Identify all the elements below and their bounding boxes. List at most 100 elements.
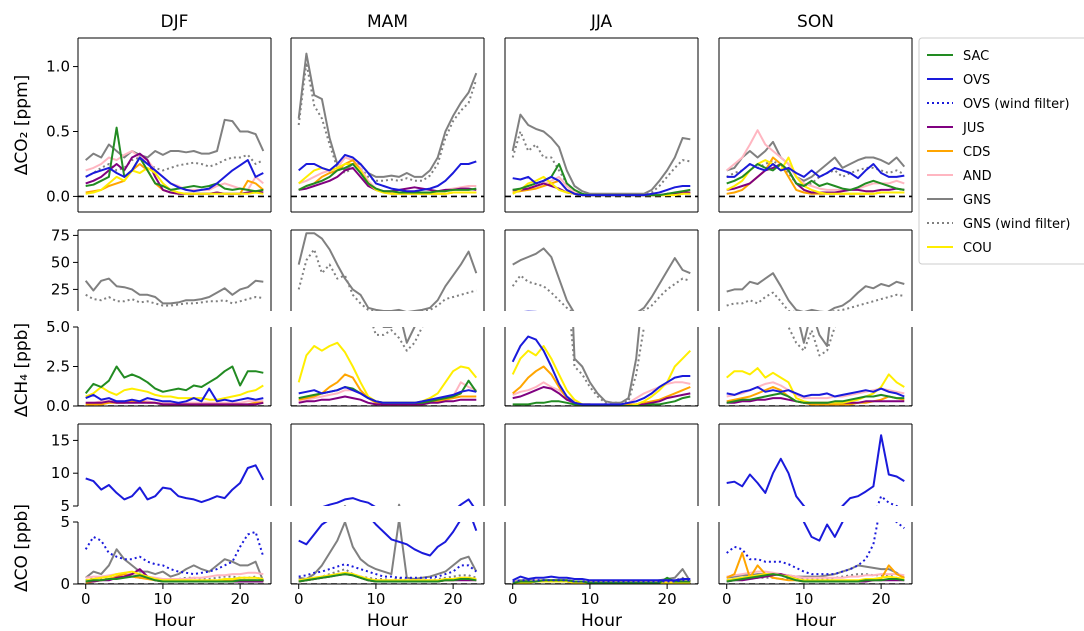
series-line-ovs [298,522,478,557]
series-line-jus [727,534,905,538]
series-line-cou [298,571,477,582]
x-tick-label: 20 [231,590,250,608]
series-line-gns-wf [85,293,264,307]
legend-label-gns-wind-filter-: GNS (wind filter) [963,217,1070,232]
series-line-ovs [86,445,264,514]
series-line-jus [512,386,691,406]
series-line-cds [299,314,477,316]
series-line-gns-wf [511,274,691,311]
x-axis-label: Hour [795,611,836,631]
series-line-sac [512,395,691,406]
series-line-cou [726,573,905,582]
series-line-sac [86,314,264,316]
column-title-jja: JJA [590,12,613,32]
series-line-sac [85,574,264,583]
plot-area [78,445,271,584]
series-line-jus [513,315,691,316]
plot-area [297,232,478,316]
y-tick-label: 75 [51,226,70,244]
series-line-ovs [512,175,691,197]
series-line-ovs [523,310,538,311]
y-tick-label: 5 [60,513,70,531]
series-line-gns-wf [727,534,905,537]
plot-area [78,365,271,406]
series-line-ovs-wf [876,495,900,506]
plot-area [84,277,264,316]
series-line-cds [726,156,905,195]
y-tick-label: 10 [51,464,70,482]
y-tick-label: 0 [60,575,70,593]
legend-label-jus: JUS [962,121,985,136]
series-line-gns [726,272,905,311]
panel-co2-jja-seg0 [504,37,699,213]
series-line-gns [297,52,478,178]
series-line-gns [85,118,265,161]
series-line-and [727,315,905,316]
series-line-ovs [86,315,264,316]
series-line-gns [726,140,906,182]
series-line-cds [513,314,691,317]
series-line-jus [513,538,691,539]
y-tick-label: 5 [60,497,70,515]
series-line-cds [86,534,264,539]
panel-ch4-jja-seg1 [504,229,699,317]
legend-label-gns: GNS [963,193,991,208]
series-line-sac [298,573,477,583]
panel-co-jja-seg3 [504,423,699,538]
series-line-ovs [322,497,475,506]
series-line-cds [512,365,691,406]
panels-layer: DJF MAM JJA SON0.00.51.02550750.02.55.05101… [12,12,913,631]
series-line-jus [85,400,264,406]
x-tick-label: 10 [153,590,172,608]
series-line-cds [727,315,905,316]
series-line-gns-wf [569,327,646,404]
panel-co2-djf-seg0: 0.0 0.5 1.0 [46,37,272,213]
series-line-cds [513,537,691,538]
x-tick-label: 10 [794,590,813,608]
y-tick-label: 1.0 [46,58,70,76]
series-line-ovs [85,156,264,193]
series-line-ovs [726,386,905,398]
series-line-cou [727,534,905,537]
series-line-gns [726,564,905,579]
series-line-sac [298,163,477,194]
series-line-gns [511,113,691,195]
legend-label-sac: SAC [963,49,989,64]
series-line-gns-wf [372,327,424,352]
plot-area [505,568,698,584]
series-line-ovs [85,464,265,504]
y-tick-label: 2.5 [46,358,70,376]
series-line-gns-wf [513,536,691,539]
series-line-gns [298,522,478,580]
plot-area [719,327,912,406]
y-tick-label: 50 [51,253,70,271]
plot-area [291,522,484,584]
plot-area [505,327,698,406]
y-tick-label: 0.5 [46,122,70,140]
column-title-son: SON [797,12,834,32]
legend-label-ovs-wind-filter-: OVS (wind filter) [963,97,1070,112]
series-line-gns [84,277,264,305]
series-line-ovs-wf [726,522,905,576]
series-line-ovs [85,387,264,404]
panel-co-mam-seg4: 0 10 20 Hour [290,522,485,631]
plot-area [513,531,691,538]
series-line-gns [513,531,691,538]
panel-ch4-djf-seg1: 25 50 75 [51,226,272,316]
panel-co-djf-seg3: 5 10 15 [51,423,272,539]
plot-area [291,52,484,198]
panel-co-mam-seg3 [290,423,485,506]
series-line-and [513,315,691,317]
series-line-and [513,537,691,538]
series-line-ovs [726,163,905,180]
series-line-gns [343,503,401,506]
series-line-cou [726,156,905,195]
x-tick-label: 0 [722,590,732,608]
series-line-cou [86,532,264,537]
series-line-gns [572,327,641,404]
plot-area [726,434,905,538]
legend: SAC OVS OVS (wind filter) JUS CDS AND GNS GNS (… [918,37,1084,265]
plot-area [85,464,265,539]
plot-area [78,118,271,198]
series-line-cou [86,315,264,316]
